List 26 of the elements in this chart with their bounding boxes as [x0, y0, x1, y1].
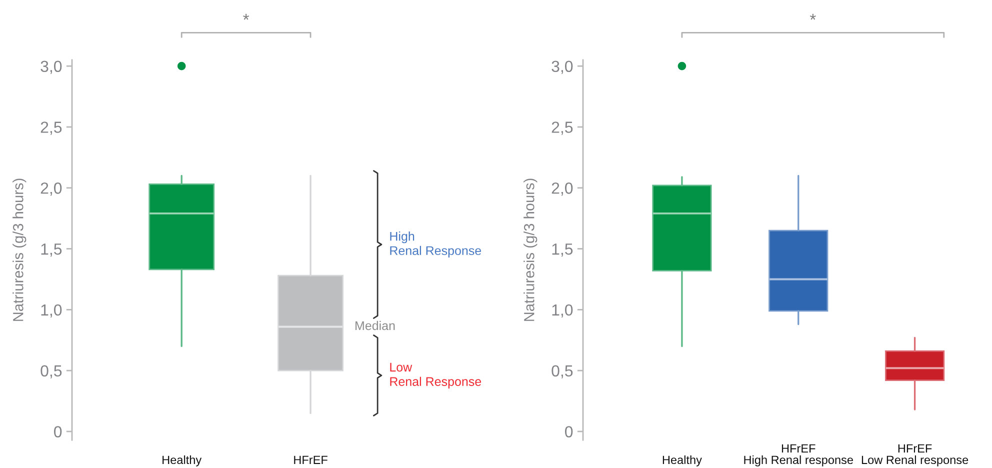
- y-tick-label: 3,0: [40, 60, 62, 74]
- x-tick-label: HFrEF Low Renal response: [862, 444, 968, 466]
- y-tick-label: 2,0: [552, 182, 573, 196]
- x-tick-label: HFrEF High Renal response: [744, 444, 853, 466]
- text: High Renal Response: [390, 232, 482, 258]
- y-tick-label: 2,0: [40, 182, 62, 196]
- x-tick-label: Healthy: [162, 455, 202, 466]
- y-tick-label: 0,5: [552, 365, 573, 378]
- y-tick-label: 2,5: [40, 122, 62, 135]
- y-tick-label: 1,5: [552, 244, 573, 257]
- text: *: [810, 14, 816, 20]
- y-tick-label: 3,0: [552, 60, 573, 74]
- text: Low Renal Response: [390, 362, 482, 388]
- x-tick-label: Healthy: [662, 455, 702, 466]
- y-tick-label: 1,5: [41, 244, 62, 257]
- annotation: Median: [356, 320, 395, 330]
- y-tick-label: 0,5: [40, 365, 62, 378]
- y-tick-label: 1,0: [41, 304, 62, 318]
- x-tick-label: HFrEF: [294, 456, 328, 464]
- text: *: [243, 14, 250, 20]
- y-tick-label: 0: [565, 426, 573, 438]
- y-tick-label: 0: [54, 426, 62, 438]
- y-axis-title: Natriuresis (g/3 hours): [524, 178, 538, 321]
- y-tick-label: 1,0: [552, 304, 573, 318]
- y-axis-title: Natriuresis (g/3 hours): [12, 178, 26, 321]
- y-tick-label: 2,5: [552, 122, 573, 135]
